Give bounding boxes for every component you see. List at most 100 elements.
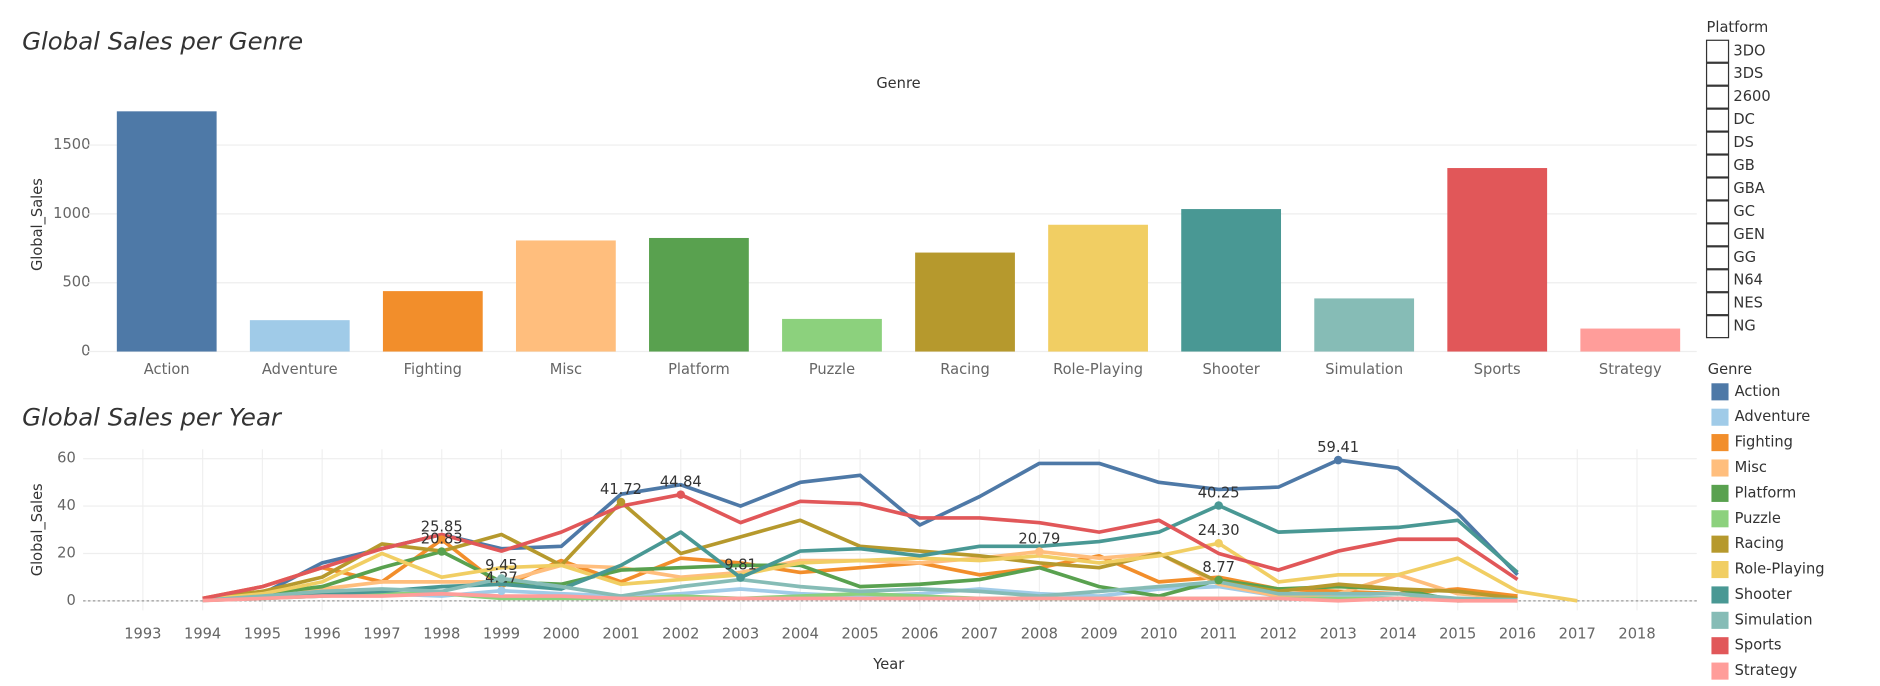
- x-tick-label: 2018: [1618, 626, 1655, 643]
- x-tick-label: 2014: [1379, 626, 1416, 643]
- bar: [1314, 298, 1415, 352]
- x-tick-label: 2017: [1559, 626, 1596, 643]
- series-line: [202, 591, 1518, 603]
- bar: [1580, 328, 1681, 352]
- platform-checkbox[interactable]: [1705, 108, 1730, 132]
- bar: [382, 291, 483, 352]
- platform-filter: 3DO 3DS 2600 DC DS GB GBA GC GEN GG N64 NES NG: [1705, 39, 1771, 339]
- x-tick-label: 2004: [782, 626, 819, 643]
- legend-label: Puzzle: [1735, 510, 1781, 527]
- legend-label: Sports: [1735, 637, 1782, 654]
- platform-checkbox[interactable]: [1705, 85, 1730, 109]
- x-tick-label: 1999: [483, 626, 520, 643]
- line-x-title: Year: [872, 656, 905, 673]
- y-tick-label: 1000: [53, 205, 90, 222]
- series-line: [202, 503, 1519, 602]
- value-label: 8.77: [1202, 559, 1235, 576]
- point: [1214, 501, 1223, 510]
- platform-checkbox[interactable]: [1705, 177, 1730, 201]
- platform-checkbox[interactable]: [1705, 246, 1730, 270]
- value-label: 9.45: [485, 557, 518, 574]
- bar: [1181, 209, 1282, 352]
- platform-option: 2600: [1733, 88, 1770, 105]
- x-tick-label: Racing: [940, 361, 989, 378]
- platform-checkbox[interactable]: [1705, 269, 1730, 293]
- legend-label: Action: [1735, 383, 1781, 400]
- platform-option: NG: [1733, 318, 1755, 335]
- legend-label: Fighting: [1735, 434, 1793, 451]
- x-tick-label: 1994: [184, 626, 221, 643]
- x-tick-label: 1998: [423, 626, 460, 643]
- value-label: 40.25: [1198, 484, 1240, 501]
- x-tick-label: 2001: [602, 626, 639, 643]
- legend-swatch: [1711, 611, 1729, 629]
- platform-checkbox[interactable]: [1705, 223, 1730, 247]
- x-tick-label: Platform: [668, 361, 730, 378]
- point: [437, 547, 446, 556]
- point: [497, 586, 506, 595]
- bar: [1048, 224, 1148, 352]
- x-tick-label: Adventure: [262, 361, 338, 378]
- x-tick-label: 1995: [244, 626, 281, 643]
- bar: [782, 318, 882, 352]
- value-label: 41.72: [600, 481, 642, 498]
- legend-label: Strategy: [1735, 662, 1798, 679]
- x-tick-label: 2011: [1200, 626, 1237, 643]
- x-tick-label: Puzzle: [809, 361, 855, 378]
- platform-option: GB: [1733, 157, 1754, 174]
- platform-checkbox[interactable]: [1705, 39, 1730, 63]
- x-tick-label: Action: [144, 361, 190, 378]
- legend-swatch: [1711, 459, 1729, 477]
- value-label: 25.85: [421, 518, 463, 535]
- x-tick-label: 1993: [124, 626, 161, 643]
- legend-label: Adventure: [1735, 408, 1811, 425]
- x-tick-label: 2002: [662, 626, 699, 643]
- legend-label: Simulation: [1735, 611, 1813, 628]
- x-tick-label: Fighting: [404, 361, 462, 378]
- bar-x-header: Genre: [876, 75, 920, 92]
- platform-option: GEN: [1733, 226, 1765, 243]
- platform-checkbox[interactable]: [1705, 200, 1730, 224]
- legend-label: Racing: [1735, 535, 1784, 552]
- x-tick-label: Shooter: [1203, 361, 1261, 378]
- legend-swatch: [1711, 434, 1729, 452]
- legend-label: Misc: [1735, 459, 1767, 476]
- point: [437, 535, 446, 544]
- bar: [1447, 168, 1548, 352]
- platform-option: 3DO: [1733, 42, 1765, 59]
- platform-option: GBA: [1733, 180, 1764, 197]
- point: [616, 497, 626, 507]
- point: [1214, 575, 1223, 585]
- x-tick-label: 1997: [363, 626, 400, 643]
- point: [736, 573, 745, 582]
- bar: [915, 252, 1015, 352]
- platform-checkbox[interactable]: [1705, 292, 1730, 316]
- platform-checkbox[interactable]: [1705, 131, 1730, 155]
- series-line: [202, 541, 1578, 603]
- platform-checkbox[interactable]: [1705, 62, 1730, 86]
- line-y-title: Global_Sales: [29, 483, 46, 576]
- x-tick-label: 2010: [1140, 626, 1177, 643]
- line-chart-title: Global Sales per Year: [22, 403, 283, 432]
- x-tick-label: 2012: [1260, 626, 1297, 643]
- x-tick-label: Simulation: [1325, 361, 1403, 378]
- legend-swatch: [1711, 510, 1729, 528]
- legend-swatch: [1711, 535, 1729, 553]
- value-label: 20.79: [1018, 530, 1060, 547]
- platform-checkbox[interactable]: [1705, 315, 1730, 339]
- x-tick-label: 2016: [1499, 626, 1536, 643]
- x-tick-label: 2000: [543, 626, 580, 643]
- legend-label: Shooter: [1735, 586, 1793, 603]
- x-tick-label: Sports: [1474, 361, 1521, 378]
- platform-option: NES: [1733, 295, 1762, 312]
- bar: [515, 240, 616, 352]
- x-tick-label: 2006: [901, 626, 938, 643]
- bar: [249, 320, 350, 352]
- platform-checkbox[interactable]: [1705, 154, 1730, 178]
- value-label: 9.81: [724, 556, 757, 573]
- point: [1333, 455, 1343, 465]
- x-tick-label: 2005: [841, 626, 878, 643]
- point: [1214, 538, 1223, 548]
- legend-label: Platform: [1735, 484, 1797, 501]
